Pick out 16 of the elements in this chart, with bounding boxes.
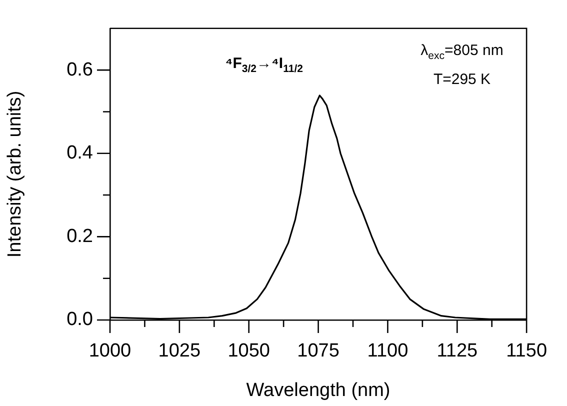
x-tick-label: 1025 <box>158 340 201 362</box>
y-tick-label: 0.6 <box>66 59 93 80</box>
y-axis-title: Intensity (arb. units) <box>4 90 26 258</box>
y-tick-label: 0.0 <box>66 309 93 330</box>
annotation: T=295 K <box>433 70 491 88</box>
x-tick-label: 1150 <box>506 340 547 362</box>
x-tick-label: 1100 <box>367 340 408 362</box>
x-tick-label: 1075 <box>297 340 340 362</box>
x-tick-label: 1050 <box>228 340 270 362</box>
y-tick-label: 0.4 <box>66 142 94 164</box>
x-tick-label: 1000 <box>88 340 132 362</box>
x-axis-title: Wavelength (nm) <box>246 380 390 401</box>
annotation: ⁴F$_{3/2}$→⁴I$_{11/2}$ <box>225 54 303 75</box>
annotation: λ$_{exc}$=805 nm <box>420 42 504 62</box>
x-tick-label: 1125 <box>436 340 478 362</box>
y-tick-label: 0.2 <box>66 226 93 247</box>
